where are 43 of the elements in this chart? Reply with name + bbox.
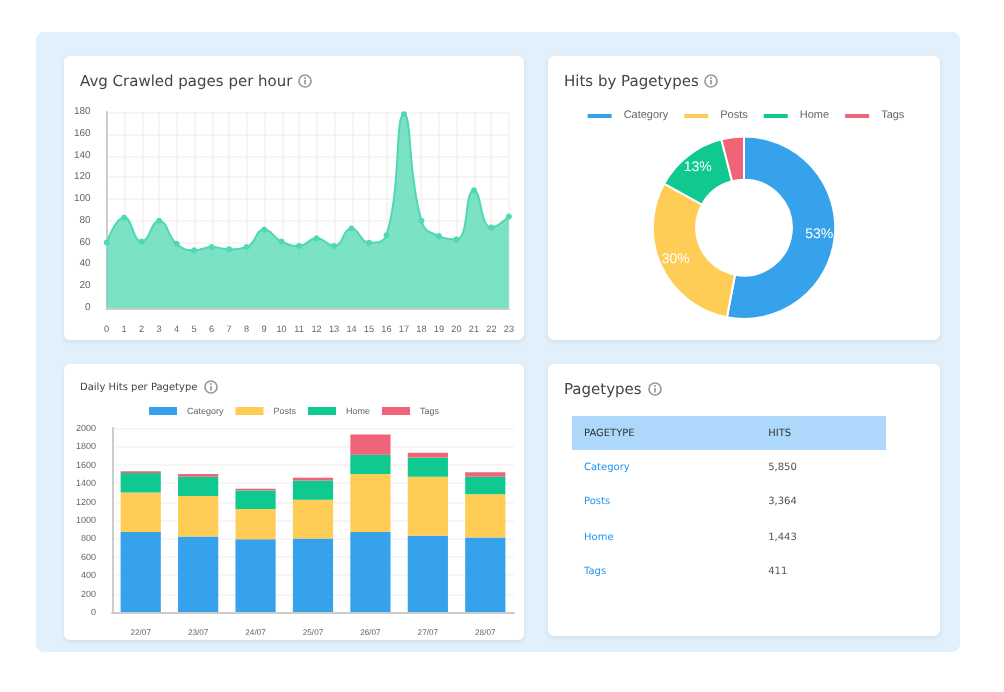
point <box>313 235 320 242</box>
bar <box>350 531 391 612</box>
point <box>243 244 250 251</box>
point <box>138 238 145 245</box>
point <box>488 224 495 231</box>
bar <box>235 539 276 612</box>
point <box>435 233 442 240</box>
point <box>173 240 180 247</box>
point <box>366 239 372 246</box>
point <box>348 225 355 232</box>
bar <box>350 474 391 532</box>
point <box>121 214 128 221</box>
point <box>261 226 268 233</box>
bar <box>235 508 276 540</box>
bar <box>407 476 448 536</box>
point <box>383 232 390 239</box>
bar <box>465 537 506 612</box>
bar <box>407 535 448 612</box>
bar <box>292 480 334 500</box>
bar <box>120 473 161 493</box>
bar <box>350 454 391 474</box>
point <box>418 217 425 224</box>
point <box>208 244 215 251</box>
bar <box>120 531 161 612</box>
point <box>226 246 233 253</box>
bar <box>407 457 448 477</box>
bar <box>350 434 391 455</box>
point <box>505 213 512 220</box>
point <box>191 247 198 254</box>
point <box>156 217 163 224</box>
bar <box>292 538 334 612</box>
bar <box>120 492 161 532</box>
bar <box>465 476 506 495</box>
bar <box>292 499 334 539</box>
point <box>103 239 110 246</box>
bar <box>235 490 276 509</box>
bar <box>465 494 506 538</box>
bar <box>178 536 219 612</box>
bar <box>178 496 219 537</box>
point <box>278 238 285 245</box>
point <box>470 187 477 194</box>
bar <box>178 476 219 497</box>
point <box>453 236 460 243</box>
